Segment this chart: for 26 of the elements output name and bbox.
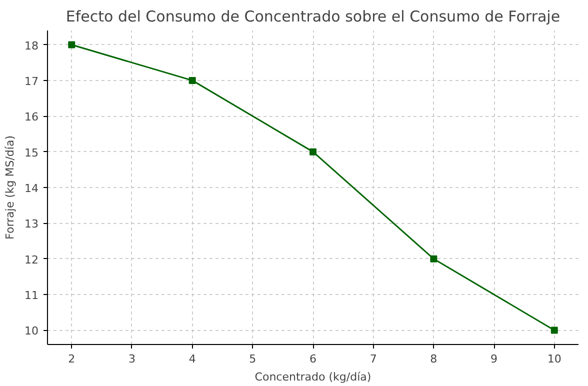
y-tick-label: 11 (24, 289, 39, 302)
x-tick-label: 6 (310, 352, 316, 366)
x-tick-label: 5 (249, 352, 256, 366)
x-tick-label: 3 (128, 352, 136, 366)
point (550, 326, 558, 334)
x-tick-label: 10 (547, 352, 562, 366)
x-tick-label: 2 (68, 352, 76, 366)
x-tick-label: 9 (490, 352, 498, 366)
x-tick-label: 7 (370, 352, 377, 366)
point (68, 41, 76, 48)
point (188, 76, 196, 84)
chart-title: Efecto del Consumo de Concentrado sobre el Consumo de Forraje (66, 8, 560, 26)
x-axis-title: Concentrado (kg/día) (254, 370, 372, 384)
y-tick-label: 16 (24, 110, 39, 124)
x-tick-label: 8 (430, 352, 438, 366)
y-tick-label: 13 (24, 218, 39, 231)
y-tick-label: 12 (24, 253, 39, 266)
y-tick-label: 14 (24, 182, 39, 195)
point (430, 255, 438, 262)
y-tick-label: 17 (24, 74, 39, 88)
y-axis-title: Forraje (kg MS/día) (4, 136, 17, 240)
point (310, 148, 316, 156)
x-tick-label: 4 (188, 352, 196, 366)
y-tick-label: 18 (24, 39, 39, 52)
y-tick-label: 15 (24, 146, 39, 160)
y-tick-label: 10 (24, 324, 39, 338)
